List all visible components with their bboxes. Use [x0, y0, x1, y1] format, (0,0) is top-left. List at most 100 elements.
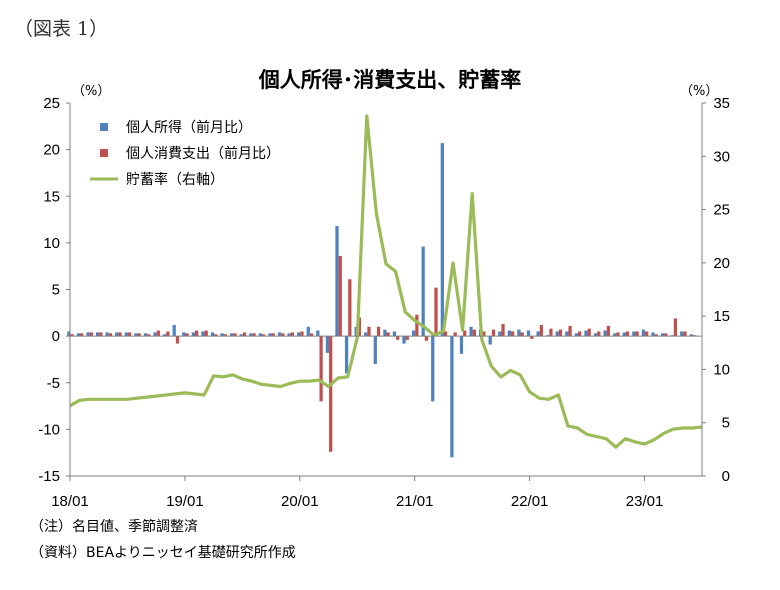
consumption-bar [501, 324, 505, 337]
legend-income-label: 個人所得（前月比） [126, 119, 252, 136]
consumption-bar [357, 317, 362, 337]
consumption-bar [118, 332, 122, 337]
consumption-bar [664, 333, 668, 337]
income-bar [67, 331, 71, 337]
right-axis-tick-label: 25 [713, 202, 730, 219]
consumption-bar [262, 334, 266, 337]
income-bar [498, 331, 502, 337]
consumption-bar [147, 334, 151, 337]
consumption-bar [175, 336, 180, 344]
consumption-bar [252, 333, 256, 337]
left-axis-tick-label: 0 [52, 328, 60, 345]
income-bar [316, 330, 320, 337]
saving-rate-line [69, 114, 703, 449]
consumption-bar [214, 334, 218, 337]
consumption-bar [348, 279, 352, 337]
income-bar [613, 333, 617, 337]
source-note: （資料）BEAよりニッセイ基礎研究所作成 [30, 545, 296, 561]
consumption-bar [434, 287, 438, 337]
consumption-bar [530, 336, 534, 339]
income-bar [641, 329, 646, 337]
income-bar [507, 330, 511, 337]
consumption-bar [194, 330, 199, 337]
consumption-bar [673, 318, 678, 337]
income-bar [172, 324, 176, 337]
consumption-bar [329, 336, 333, 452]
income-bar [517, 329, 521, 337]
consumption-bar [568, 325, 572, 337]
income-bar [392, 331, 397, 337]
right-axis-tick-label: 10 [713, 361, 730, 378]
consumption-bar [616, 332, 620, 337]
consumption-bar [520, 332, 524, 337]
consumption-bar [271, 333, 275, 337]
right-axis-tick-label: 0 [722, 468, 730, 485]
income-bar [536, 331, 540, 337]
income-bar [593, 333, 598, 337]
income-bar [134, 333, 138, 337]
income-bar [651, 332, 655, 337]
consumption-bar [137, 333, 141, 337]
consumption-bar [338, 255, 342, 337]
consumption-bar [424, 336, 429, 341]
income-bar [105, 332, 109, 337]
consumption-bar [578, 331, 582, 337]
right-axis-unit: （%） [680, 84, 719, 99]
income-bar [632, 331, 636, 337]
income-bar [364, 332, 368, 337]
income-bar [488, 336, 492, 345]
consumption-bar [89, 332, 93, 337]
left-axis-tick-label: 20 [43, 142, 60, 159]
x-axis-tick-label: 19/01 [166, 493, 204, 510]
income-bar [201, 331, 205, 337]
income-bar [115, 332, 119, 337]
income-bar [76, 333, 81, 337]
consumption-bar [204, 330, 208, 337]
consumption-bar [415, 314, 419, 337]
income-bar [526, 330, 531, 337]
right-axis-tick-label: 20 [713, 255, 730, 272]
consumption-bar [683, 331, 687, 337]
x-axis-tick-label: 23/01 [626, 493, 664, 510]
income-bar [603, 330, 607, 337]
income-bar [239, 334, 243, 337]
consumption-bar [80, 333, 84, 337]
consumption-bar [597, 331, 601, 337]
note-annotation: （注）名目値、季節調整済 [30, 519, 198, 535]
consumption-bar [99, 332, 103, 337]
income-bar [421, 246, 425, 337]
income-bar [163, 334, 167, 337]
income-bar [297, 332, 301, 337]
consumption-bar [606, 325, 610, 337]
income-bar [469, 326, 473, 337]
legend-income-swatch [100, 123, 108, 131]
consumption-bar [472, 329, 476, 337]
consumption-bar [587, 328, 591, 337]
consumption-bar [300, 331, 304, 337]
income-bar [230, 333, 234, 337]
left-axis-tick-label: -15 [38, 468, 60, 485]
x-axis-tick-label: 20/01 [281, 493, 319, 510]
income-bar [440, 143, 444, 337]
consumption-bar [443, 331, 448, 337]
income-bar [565, 331, 569, 337]
chart-title: 個人所得･消費支出、貯蓄率 [258, 68, 522, 92]
consumption-bar [558, 329, 563, 337]
consumption-bar [319, 336, 323, 402]
left-axis-tick-label: 15 [43, 188, 60, 205]
income-bar [344, 336, 349, 374]
consumption-bar [127, 332, 132, 337]
legend-consumption-swatch [100, 149, 108, 157]
income-bar [689, 334, 693, 337]
income-bar [335, 226, 339, 337]
income-bar [143, 333, 148, 337]
x-axis-tick-label: 22/01 [511, 493, 549, 510]
income-bar [153, 332, 157, 337]
figure-label: （図表 1） [14, 18, 109, 40]
consumption-bar [654, 334, 658, 337]
consumption-bar [625, 331, 630, 337]
income-bar [574, 333, 579, 337]
income-bar [306, 326, 310, 337]
income-bar [268, 333, 272, 337]
right-axis-tick-label: 30 [713, 148, 730, 165]
